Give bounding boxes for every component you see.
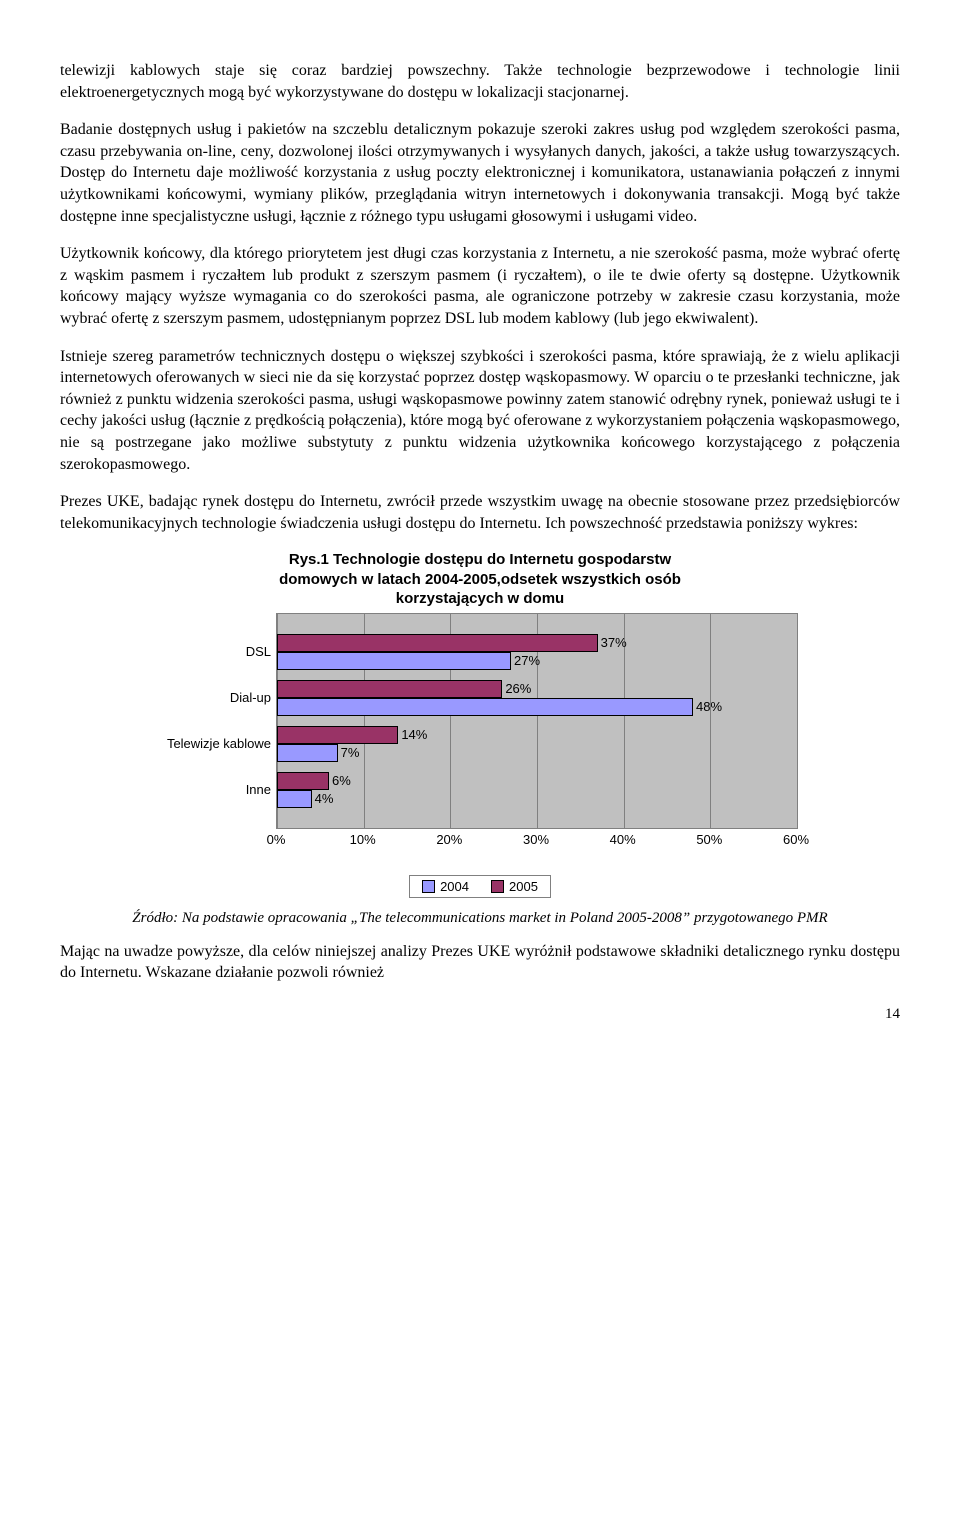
chart-bars: DSL37%27% Dial-up26%48% Telewizje kablowe1… <box>277 634 797 808</box>
legend-swatch-2004 <box>422 880 435 893</box>
chart-bar-value: 37% <box>601 634 627 652</box>
chart-x-tick: 20% <box>436 831 462 849</box>
chart-x-tick: 0% <box>267 831 286 849</box>
chart-x-tick: 50% <box>696 831 722 849</box>
chart-title: Rys.1 Technologie dostępu do Internetu g… <box>130 550 830 609</box>
legend-swatch-2005 <box>491 880 504 893</box>
page-number: 14 <box>60 1004 900 1024</box>
chart-bar-2005: 37% <box>277 634 598 652</box>
chart-category-label: Telewizje kablowe <box>131 726 271 762</box>
chart-title-line-3: korzystających w domu <box>396 590 564 607</box>
chart-bar-2004: 4% <box>277 790 312 808</box>
chart-bar-value: 27% <box>514 652 540 670</box>
chart-bar-2004: 48% <box>277 698 693 716</box>
chart-category-label: Dial-up <box>131 680 271 716</box>
chart-bar-value: 48% <box>696 698 722 716</box>
chart-category: Dial-up26%48% <box>277 680 797 716</box>
chart-bar-2005: 14% <box>277 726 398 744</box>
legend-label-2005: 2005 <box>509 878 538 896</box>
chart-category: DSL37%27% <box>277 634 797 670</box>
chart-bar-2005: 6% <box>277 772 329 790</box>
paragraph-2: Badanie dostępnych usług i pakietów na s… <box>60 119 900 227</box>
chart-x-axis: 0%10%20%30%40%50%60% <box>276 831 796 849</box>
legend-item-2005: 2005 <box>491 878 538 896</box>
chart-bar-value: 4% <box>315 790 334 808</box>
chart-category-label: DSL <box>131 634 271 670</box>
legend-item-2004: 2004 <box>422 878 469 896</box>
chart-title-line-2: domowych w latach 2004-2005,odsetek wszy… <box>279 571 681 588</box>
chart-x-tick: 40% <box>610 831 636 849</box>
chart-container: Rys.1 Technologie dostępu do Internetu g… <box>130 550 830 898</box>
chart-legend: 2004 2005 <box>409 875 551 899</box>
chart-bar-2004: 27% <box>277 652 511 670</box>
chart-category: Inne6%4% <box>277 772 797 808</box>
chart-bar-2005: 26% <box>277 680 502 698</box>
paragraph-5: Prezes UKE, badając rynek dostępu do Int… <box>60 491 900 534</box>
chart-bar-value: 6% <box>332 772 351 790</box>
legend-label-2004: 2004 <box>440 878 469 896</box>
chart-category-label: Inne <box>131 772 271 808</box>
paragraph-6: Mając na uwadze powyższe, dla celów nini… <box>60 941 900 984</box>
chart-bar-value: 26% <box>505 680 531 698</box>
paragraph-1: telewizji kablowych staje się coraz bard… <box>60 60 900 103</box>
chart-x-tick: 30% <box>523 831 549 849</box>
chart-category: Telewizje kablowe14%7% <box>277 726 797 762</box>
chart-bar-value: 14% <box>401 726 427 744</box>
chart-title-line-1: Rys.1 Technologie dostępu do Internetu g… <box>289 551 671 568</box>
chart-x-tick: 60% <box>783 831 809 849</box>
paragraph-3: Użytkownik końcowy, dla którego prioryte… <box>60 243 900 329</box>
paragraph-4: Istnieje szereg parametrów technicznych … <box>60 346 900 476</box>
chart-bar-2004: 7% <box>277 744 338 762</box>
chart-plot-area: DSL37%27% Dial-up26%48% Telewizje kablowe1… <box>276 613 798 829</box>
chart-source: Źródło: Na podstawie opracowania „The te… <box>60 908 900 928</box>
chart-bar-value: 7% <box>341 744 360 762</box>
chart-x-tick: 10% <box>350 831 376 849</box>
